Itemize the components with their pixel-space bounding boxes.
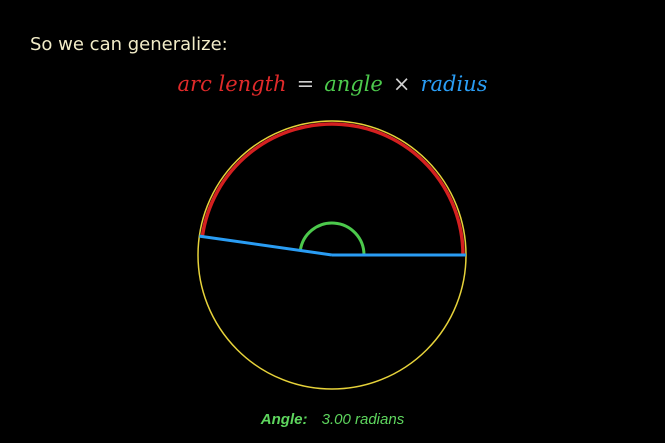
formula-radius: radius [420,72,488,96]
arc-length-highlight [200,122,465,256]
angle-value: 3.00 radians [321,411,405,428]
formula-equals: = [296,72,315,96]
formula-arc-length: arc length [177,72,287,96]
radius-line-rotated [199,234,333,257]
angle-readout: Angle: 3.00 radians [0,411,665,428]
angle-label: Angle: [260,411,308,428]
intro-text: So we can generalize: [30,34,228,55]
formula-times: × [392,72,411,96]
formula-angle: angle [324,72,383,96]
angle-marker [298,221,366,256]
formula: arc length = angle × radius [0,72,665,96]
